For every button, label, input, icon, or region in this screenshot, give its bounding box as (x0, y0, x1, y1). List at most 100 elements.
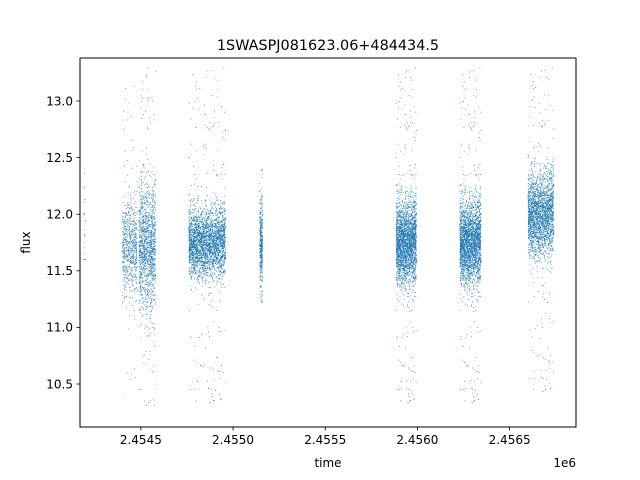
data-point (190, 185, 192, 186)
data-point (154, 257, 156, 259)
data-point (198, 108, 200, 110)
data-point (134, 274, 136, 276)
data-point (145, 234, 147, 236)
data-point (140, 284, 142, 286)
data-point (139, 287, 141, 289)
data-point (131, 149, 133, 151)
data-point (189, 388, 191, 390)
data-point (195, 231, 197, 233)
data-point (212, 224, 213, 225)
data-point (141, 256, 143, 258)
data-point (210, 261, 212, 263)
data-point (154, 173, 156, 175)
data-point (140, 107, 142, 109)
data-point (144, 257, 145, 259)
data-point (125, 204, 127, 206)
data-point (123, 240, 125, 242)
data-point (145, 314, 147, 315)
data-point (131, 263, 133, 265)
data-point (125, 226, 127, 228)
data-point (142, 314, 144, 316)
data-point (146, 295, 148, 296)
data-point (152, 269, 154, 271)
data-point (146, 275, 148, 277)
data-point (124, 277, 126, 279)
data-point (141, 238, 142, 240)
data-point (146, 258, 148, 260)
data-point (123, 273, 125, 275)
data-point (210, 205, 212, 207)
data-point (143, 260, 145, 262)
data-point (219, 244, 221, 245)
data-point (190, 279, 192, 281)
data-point (146, 203, 148, 205)
data-point (141, 297, 143, 299)
data-point (203, 270, 204, 272)
data-point (141, 88, 143, 90)
data-point (205, 237, 207, 239)
data-point (136, 242, 138, 244)
data-point (131, 208, 133, 210)
data-point (208, 229, 209, 231)
data-point (132, 280, 134, 282)
data-point (149, 234, 151, 236)
data-point (149, 243, 151, 245)
data-point (142, 256, 144, 258)
data-point (194, 206, 196, 208)
data-point (129, 258, 131, 260)
data-point (140, 290, 142, 292)
data-point (206, 237, 208, 239)
data-point (130, 216, 132, 218)
data-point (217, 231, 219, 233)
data-point (192, 205, 194, 207)
data-point (131, 221, 133, 223)
data-point (153, 174, 155, 176)
data-point (134, 244, 136, 246)
data-point (151, 197, 153, 199)
data-point (140, 208, 142, 210)
data-point (135, 259, 137, 260)
data-point (153, 114, 155, 115)
data-point (221, 178, 223, 180)
data-point (141, 184, 143, 186)
data-point (122, 261, 124, 263)
data-point (150, 288, 152, 290)
data-point (205, 201, 207, 202)
data-point (131, 282, 133, 284)
data-point (190, 238, 192, 240)
data-point (154, 263, 156, 265)
data-point (154, 212, 156, 214)
data-point (149, 212, 151, 214)
data-point (192, 253, 194, 255)
data-point (150, 233, 152, 235)
data-point (154, 266, 156, 268)
data-point (141, 253, 143, 254)
data-point (150, 267, 152, 268)
data-point (147, 128, 149, 130)
data-point (140, 229, 141, 231)
data-point (133, 192, 135, 194)
data-point (130, 198, 132, 200)
data-point (140, 285, 142, 287)
data-point (125, 230, 127, 232)
data-point (132, 290, 133, 292)
data-point (223, 235, 225, 237)
data-point (145, 274, 147, 276)
data-point (124, 219, 126, 220)
data-point (223, 259, 225, 260)
data-point (154, 276, 156, 278)
data-point (206, 270, 208, 271)
data-point (131, 230, 133, 231)
data-point (127, 225, 129, 227)
data-point (214, 77, 216, 79)
data-point (153, 247, 155, 249)
data-point (152, 241, 154, 243)
data-point (205, 204, 207, 206)
data-point (123, 226, 125, 228)
data-point (139, 186, 141, 188)
data-point (122, 202, 124, 203)
data-point (208, 267, 210, 269)
data-point (132, 267, 134, 269)
data-point (204, 233, 206, 235)
data-point (147, 223, 149, 225)
